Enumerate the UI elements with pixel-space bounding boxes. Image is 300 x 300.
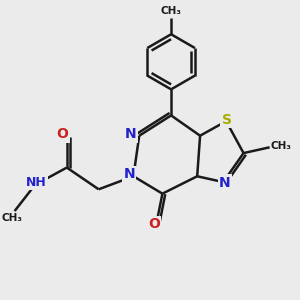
- Text: N: N: [123, 167, 135, 181]
- Text: NH: NH: [26, 176, 47, 189]
- Text: O: O: [148, 217, 160, 231]
- Text: CH₃: CH₃: [160, 6, 182, 16]
- Text: N: N: [125, 127, 136, 141]
- Text: O: O: [56, 127, 68, 141]
- Text: S: S: [222, 113, 232, 127]
- Text: CH₃: CH₃: [1, 213, 22, 223]
- Text: N: N: [219, 176, 230, 190]
- Text: CH₃: CH₃: [271, 141, 292, 151]
